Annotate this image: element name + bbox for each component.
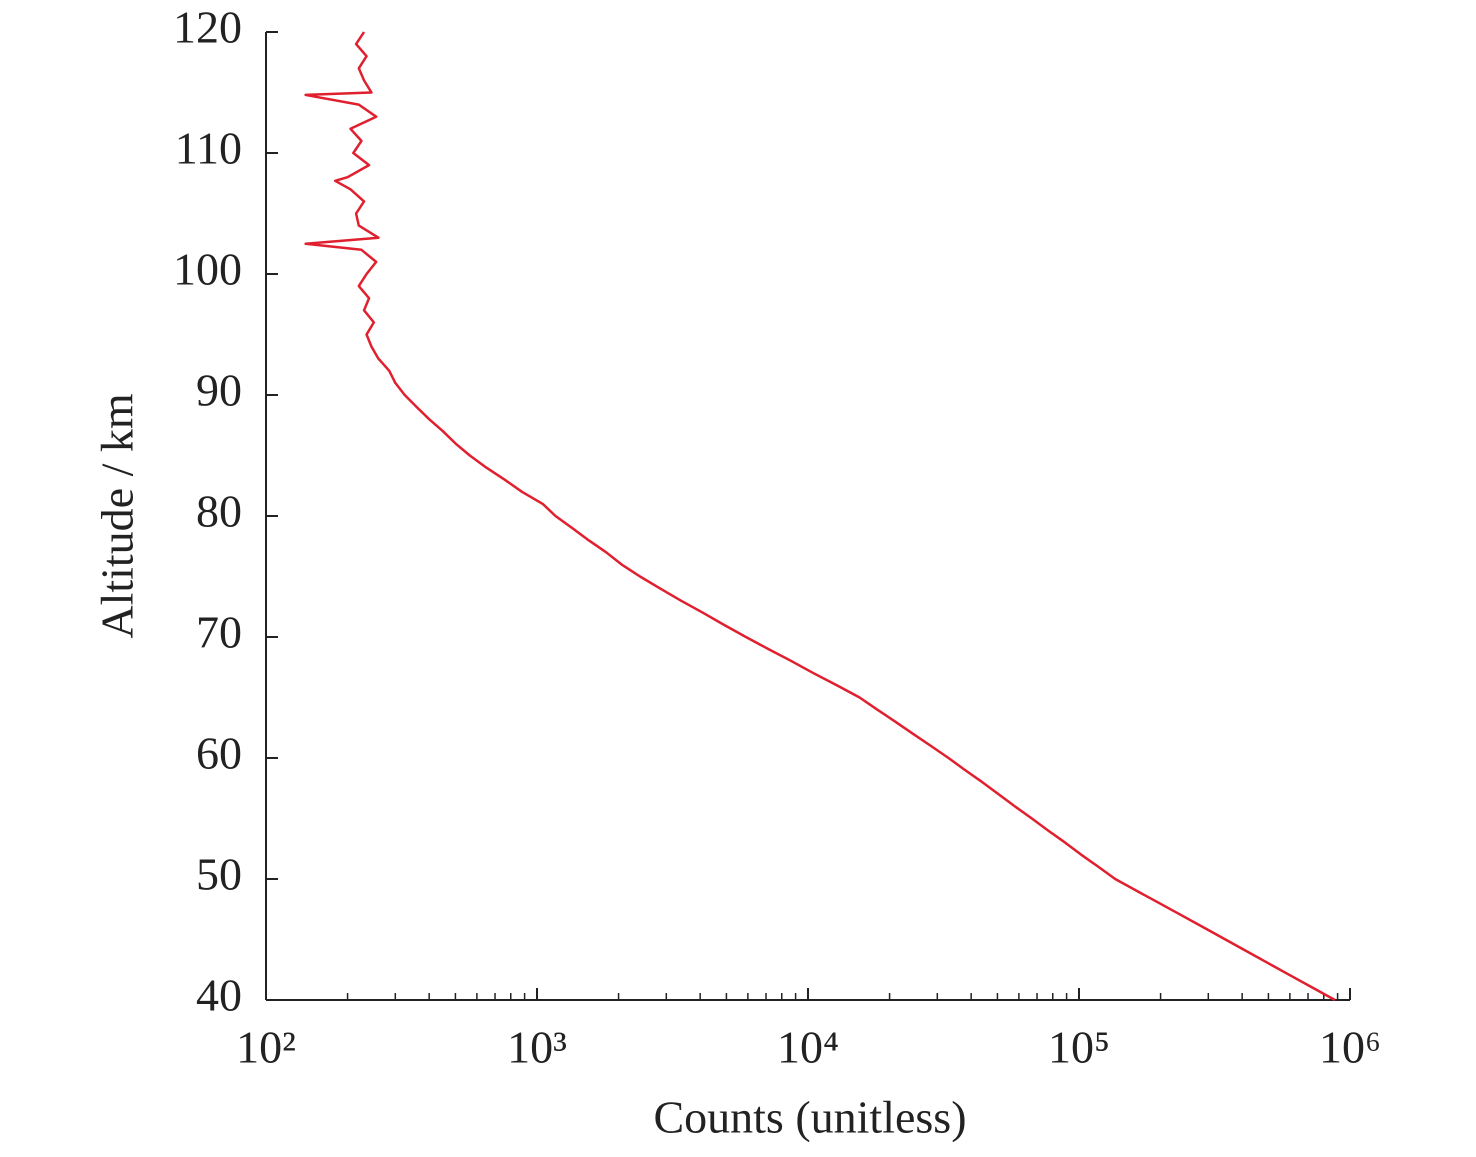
y-tick-label: 40 (196, 970, 242, 1021)
y-axis-label: Altitude / km (92, 393, 143, 639)
data-line (304, 31, 1336, 1002)
y-tick-label: 50 (196, 849, 242, 900)
y-tick-label: 120 (173, 2, 242, 53)
y-tick-label: 60 (196, 728, 242, 779)
y-tick-label: 100 (173, 244, 242, 295)
x-tick-label: 10⁵ (1048, 1022, 1110, 1073)
x-axis-label: Counts (unitless) (653, 1092, 966, 1143)
x-tick-label: 10² (236, 1022, 296, 1073)
y-tick-label: 80 (196, 486, 242, 537)
y-tick-label: 70 (196, 607, 242, 658)
y-tick-label: 110 (175, 123, 242, 174)
x-tick-label: 10⁴ (777, 1022, 839, 1073)
x-tick-label: 10³ (507, 1022, 567, 1073)
x-tick-label: 10⁶ (1319, 1022, 1381, 1073)
y-tick-label: 90 (196, 365, 242, 416)
